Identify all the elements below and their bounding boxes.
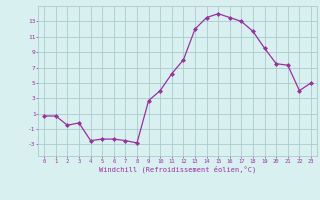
X-axis label: Windchill (Refroidissement éolien,°C): Windchill (Refroidissement éolien,°C) [99,165,256,173]
